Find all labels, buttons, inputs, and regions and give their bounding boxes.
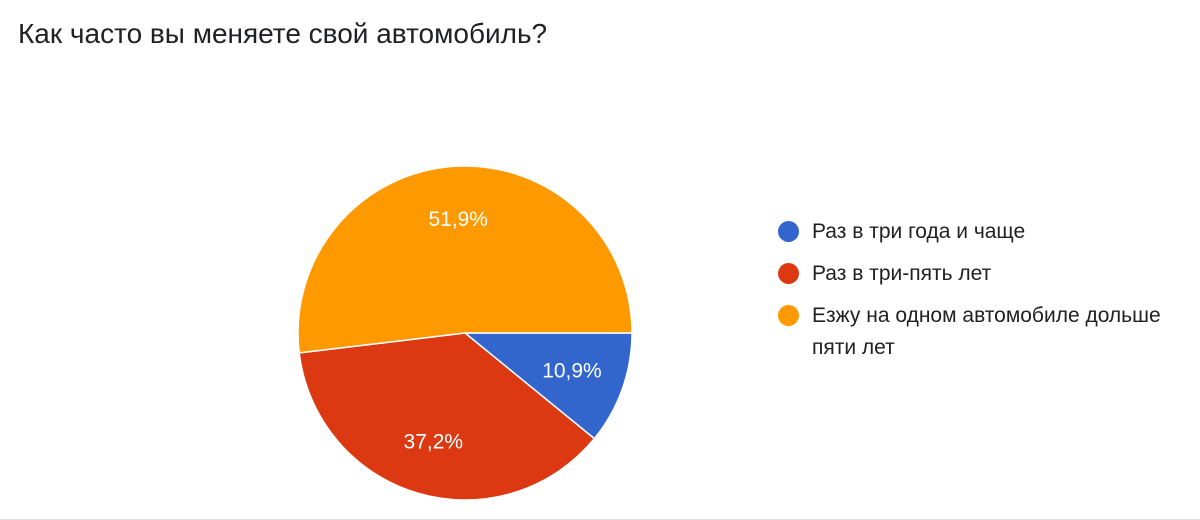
pie-slice[interactable] bbox=[298, 332, 596, 501]
legend-label: Раз в три года и чаще bbox=[812, 220, 1026, 243]
slice-value-label: 51,9% bbox=[428, 208, 488, 231]
legend-swatch bbox=[778, 221, 799, 242]
pie-slice[interactable] bbox=[462, 332, 633, 440]
slice-value-label: 10,9% bbox=[542, 360, 602, 383]
legend-item[interactable]: Раз в три-пять лет bbox=[778, 258, 1188, 290]
legend-label: Езжу на одном автомобиле дольше пяти лет bbox=[812, 304, 1161, 359]
legend-item[interactable]: Раз в три года и чаще bbox=[778, 216, 1188, 248]
pie-slice[interactable] bbox=[297, 165, 633, 354]
legend-swatch bbox=[778, 305, 799, 326]
slice-value-label: 37,2% bbox=[404, 431, 464, 454]
legend-item[interactable]: Езжу на одном автомобиле дольше пяти лет bbox=[778, 300, 1188, 364]
legend-swatch bbox=[778, 263, 799, 284]
chart-legend: Раз в три года и чаще Раз в три-пять лет… bbox=[778, 216, 1188, 374]
chart-title: Как часто вы меняете свой автомобиль? bbox=[18, 18, 548, 49]
legend-label: Раз в три-пять лет bbox=[812, 262, 992, 285]
